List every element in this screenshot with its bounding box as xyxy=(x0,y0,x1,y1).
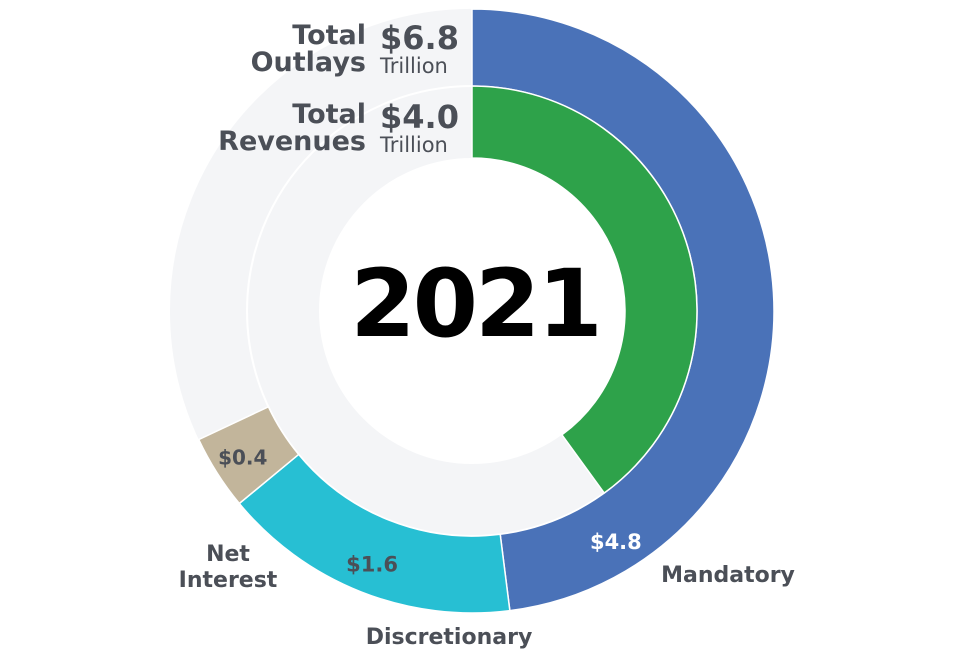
legend-revenues-name-line1: Total xyxy=(292,99,366,130)
legend-outlays-name-line2: Outlays xyxy=(250,47,366,78)
legend-total-outlays: Total Outlays $6.8 Trillion xyxy=(200,22,459,78)
outer-ring-outlays xyxy=(197,8,775,614)
legend-revenues-unit: Trillion xyxy=(380,133,448,157)
inner-ring-revenues xyxy=(471,85,698,495)
mandatory-label: Mandatory xyxy=(661,563,795,588)
segment-value-labels: $4.8 $1.6 $0.4 xyxy=(218,445,642,576)
value-label-discretionary: $1.6 xyxy=(346,552,398,576)
value-label-mandatory: $4.8 xyxy=(590,530,642,554)
value-label-net-interest: $0.4 xyxy=(218,445,267,469)
legend-outlays-unit: Trillion xyxy=(380,54,448,78)
legend-outlays-amount: $6.8 xyxy=(380,19,459,57)
net-interest-label-line1: Net xyxy=(206,542,250,567)
segment-net-interest xyxy=(197,405,300,505)
legend-total-revenues: Total Revenues $4.0 Trillion xyxy=(200,101,459,157)
net-interest-label-line2: Interest xyxy=(179,568,278,593)
legend-revenues-name-line2: Revenues xyxy=(218,126,366,157)
discretionary-label: Discretionary xyxy=(366,625,533,650)
center-year-label: 2021 xyxy=(350,250,603,359)
segment-revenues xyxy=(471,85,698,495)
legend-outlays-name-line1: Total xyxy=(292,20,366,51)
legend-revenues-amount: $4.0 xyxy=(380,98,459,136)
